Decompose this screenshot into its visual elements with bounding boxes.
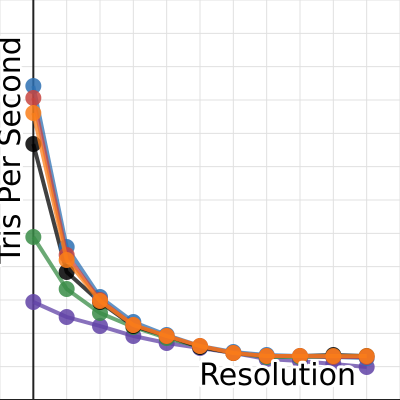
data-point — [158, 328, 175, 344]
data-point — [25, 78, 42, 94]
series — [25, 105, 375, 364]
data-point — [92, 293, 108, 309]
data-point — [258, 348, 275, 364]
y-axis-label: Tris Per Second — [0, 36, 28, 265]
data-point — [325, 348, 342, 364]
data-point — [25, 136, 42, 152]
data-point — [92, 305, 108, 321]
data-point — [225, 345, 242, 361]
plot-area — [25, 78, 375, 375]
data-point — [292, 348, 308, 364]
data-point — [192, 338, 208, 354]
data-point — [25, 294, 42, 310]
data-point — [358, 348, 375, 364]
data-point — [58, 281, 75, 297]
data-point — [125, 317, 142, 333]
x-axis-label: Resolution — [199, 358, 356, 393]
data-point — [25, 229, 42, 245]
data-point — [25, 90, 42, 106]
data-point — [58, 252, 75, 268]
data-point — [25, 105, 42, 121]
data-point — [92, 318, 108, 334]
data-point — [58, 309, 75, 325]
